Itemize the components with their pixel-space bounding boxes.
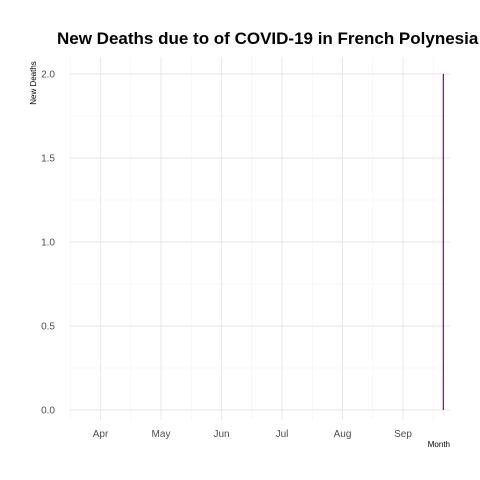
x-tick-label: Aug xyxy=(334,429,352,440)
x-tick-label: May xyxy=(152,429,171,440)
y-tick-label: 1.0 xyxy=(41,238,55,249)
x-axis-ticks: Apr May Jun Jul Aug Sep xyxy=(93,429,413,440)
y-tick-label: 0.0 xyxy=(41,406,55,417)
y-tick-label: 1.5 xyxy=(41,154,55,165)
x-axis-title: Month xyxy=(428,440,450,449)
x-tick-label: Apr xyxy=(93,429,109,440)
x-tick-label: Jun xyxy=(213,429,229,440)
y-tick-label: 2.0 xyxy=(41,70,55,81)
chart-title: New Deaths due to of COVID-19 in French … xyxy=(57,29,479,48)
x-tick-label: Sep xyxy=(394,429,412,440)
y-axis-ticks: 0.0 0.5 1.0 1.5 2.0 xyxy=(41,70,55,417)
grid xyxy=(69,57,450,420)
y-axis-title: New Deaths xyxy=(29,61,38,105)
y-tick-label: 0.5 xyxy=(41,322,55,333)
x-tick-label: Jul xyxy=(276,429,289,440)
